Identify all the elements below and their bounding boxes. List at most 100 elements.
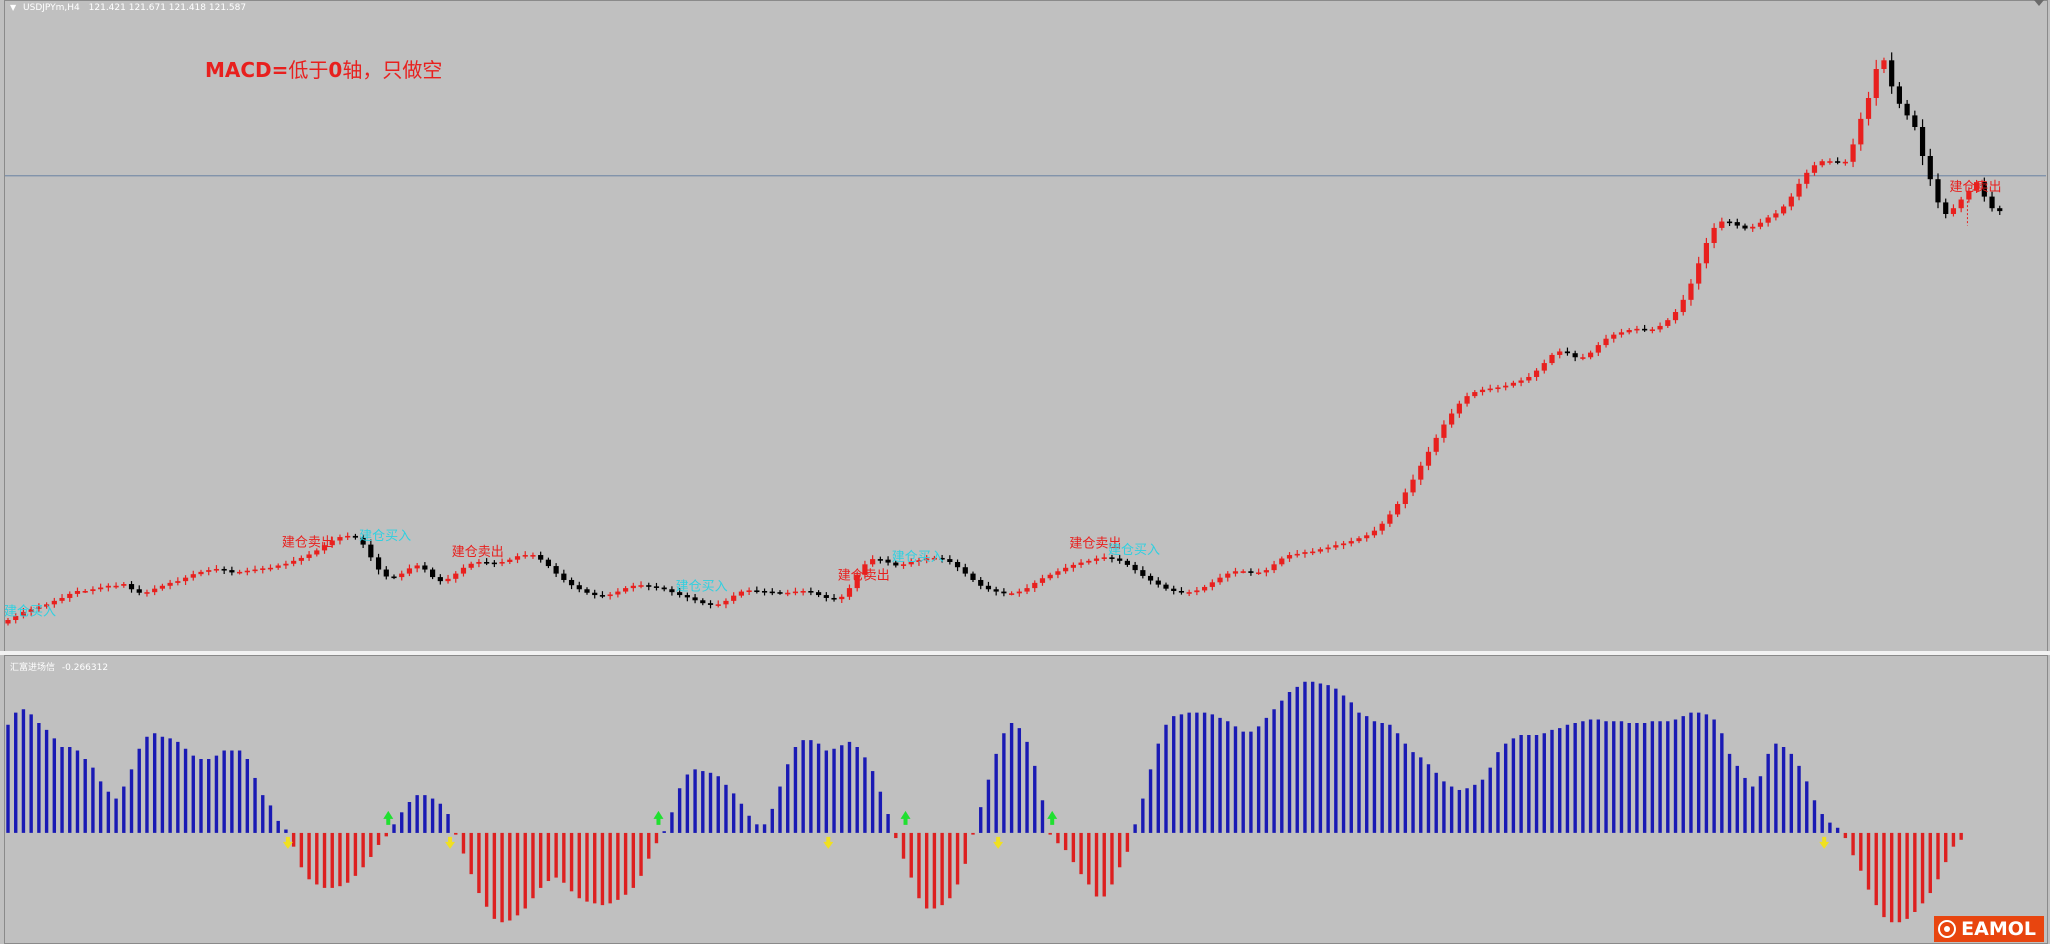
candle-body [1665,320,1671,326]
candle-body [1873,69,1879,98]
sell-signal-label: 建仓卖出 [838,568,890,583]
candle-body [1757,222,1764,227]
sell-arrow-icon [282,836,293,849]
pane-divider[interactable] [0,651,2050,655]
candle-body [1178,591,1185,593]
candle-body [707,603,714,605]
candle-body [36,606,42,609]
sell-arrow-icon [823,836,834,849]
watermark-brand: EAMOL [1961,918,2036,940]
candle-body [1078,562,1084,565]
candle-body [522,555,528,557]
candle-body [576,585,582,590]
candle-body [785,592,791,595]
candle-body [182,577,189,582]
candle-body [1093,558,1100,561]
candle-body [1024,588,1030,592]
candle-body [916,560,922,562]
buy-signal-label: 建仓买入 [1108,543,1160,558]
candle-body [1379,523,1385,531]
candle-body [584,589,590,593]
candle-body [854,574,860,589]
candle-body [1487,388,1493,391]
indicator-header: 汇富进场信 -0.266312 [10,660,108,673]
candle-body [267,567,274,570]
candle-body [20,611,27,616]
candle-body [82,591,88,593]
buy-arrow-icon [1047,810,1058,825]
candle-body [1734,222,1740,226]
candle-body [931,557,937,560]
candle-body [1163,584,1169,589]
candle-body [893,562,899,566]
candle-body [553,566,559,574]
candle-body [368,544,374,558]
candle-body [1811,165,1818,173]
candle-body [1974,182,1980,191]
candle-body [1070,564,1076,568]
annotation-zero: 0 [328,58,343,82]
candle-body [484,562,490,564]
candle-body [1997,208,2003,212]
candle-body [761,591,768,593]
candle-body [1039,578,1046,583]
candle-body [491,562,497,565]
candle-body [954,562,961,568]
ohlc-values: 121.421 121.671 121.418 121.587 [88,3,247,13]
candle-body [568,579,575,586]
candle-body [1086,560,1092,563]
candle-body [1919,127,1926,156]
menu-triangle-icon[interactable]: ▼ [10,3,17,12]
candle-body [383,569,389,577]
candle-body [1263,570,1269,573]
candle-body [28,608,34,612]
candle-body [352,535,358,538]
candle-body [653,586,660,588]
candle-body [113,585,119,588]
candle-body [962,567,968,574]
candle-body [1171,588,1177,591]
candle-body [1101,557,1107,559]
candle-body [1495,387,1501,390]
candle-body [1063,567,1069,572]
candle-body [808,591,814,593]
candle-body [275,565,281,568]
candle-body [1904,103,1910,116]
candle-body [1726,221,1733,224]
candle-body [1232,571,1239,574]
candle-body [283,563,289,566]
candle-body [530,555,536,557]
candle-body [1348,541,1354,544]
candle-body [1356,538,1362,542]
candle-body [1294,553,1300,556]
candle-body [1387,514,1393,524]
candle-body [700,600,706,604]
candle-body [1742,225,1748,229]
candle-body [1696,263,1702,284]
candle-body [468,563,474,568]
candle-body [1835,161,1841,163]
candle-body [1479,389,1486,393]
candle-body [190,574,196,578]
candle-body [1510,382,1516,386]
candle-body [1788,196,1794,207]
candle-body [1533,370,1540,377]
candle-body [970,573,976,580]
candle-body [1364,535,1370,539]
candle-body [692,597,698,601]
candle-body [800,591,806,593]
candle-body [1680,299,1686,313]
candle-body [337,537,343,541]
candle-body [499,562,505,564]
candle-body [1657,325,1663,330]
buy-signal-label: 建仓买入 [892,550,944,565]
candle-body [237,571,243,574]
chart-shift-icon[interactable] [2034,0,2044,6]
candle-body [1518,380,1524,383]
candle-body [1595,345,1601,353]
candle-body [1912,115,1918,127]
candle-body [1402,492,1408,504]
candle-body [167,582,173,586]
candle-body [1626,330,1632,333]
